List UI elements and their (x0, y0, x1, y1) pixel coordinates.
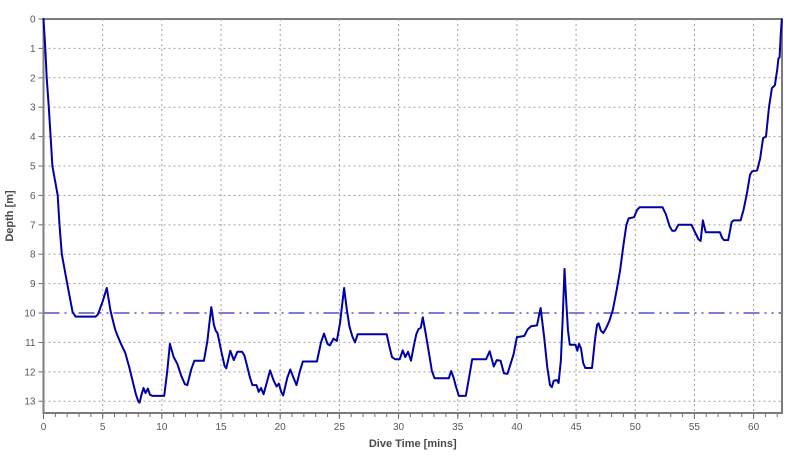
x-axis-title: Dive Time [mins] (369, 438, 457, 450)
y-axis-title: Depth [m] (4, 190, 16, 242)
x-tick-label-25: 25 (334, 422, 346, 433)
x-tick-label-35: 35 (452, 422, 464, 433)
x-tick-label-40: 40 (511, 422, 523, 433)
x-tick-label-50: 50 (630, 422, 642, 433)
grid-layer (43, 19, 782, 413)
y-tick-label-0: 0 (30, 15, 36, 26)
tick-label-layer: 0 5 10 15 20 25 30 35 40 45 50 55 600123456789101112… (24, 15, 759, 434)
x-tick-label-30: 30 (393, 422, 405, 433)
y-tick-label-12: 12 (24, 367, 36, 378)
x-tick-label-10: 10 (156, 422, 168, 433)
x-tick-label-5: 5 (100, 422, 106, 433)
x-tick-label-20: 20 (275, 422, 287, 433)
y-tick-label-6: 6 (30, 191, 36, 202)
x-tick-label-55: 55 (689, 422, 701, 433)
x-tick-label-0: 0 (41, 422, 47, 433)
y-tick-label-7: 7 (30, 220, 36, 231)
x-tick-label-60: 60 (748, 422, 760, 433)
x-tick-label-15: 15 (215, 422, 227, 433)
y-tick-label-3: 3 (30, 103, 36, 114)
y-tick-label-5: 5 (30, 162, 36, 173)
y-tick-label-9: 9 (30, 279, 36, 290)
y-tick-label-10: 10 (24, 309, 36, 320)
series-layer (42, 18, 783, 404)
tick-layer (38, 18, 778, 419)
y-tick-label-4: 4 (30, 132, 36, 143)
y-tick-label-11: 11 (25, 338, 36, 349)
dive-profile-line (42, 18, 783, 404)
y-tick-label-13: 13 (24, 397, 36, 408)
y-tick-label-8: 8 (30, 250, 36, 261)
y-tick-label-1: 1 (30, 44, 36, 55)
x-tick-label-45: 45 (571, 422, 583, 433)
y-tick-label-2: 2 (30, 73, 36, 84)
